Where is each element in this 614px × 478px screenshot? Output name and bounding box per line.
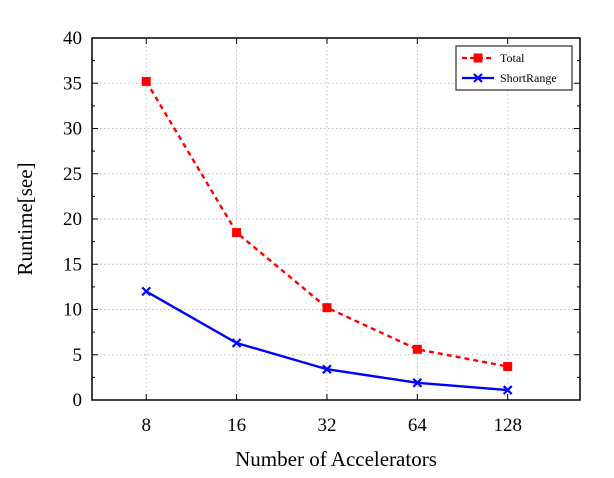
y-tick-label: 5: [73, 345, 83, 366]
data-point-x: [141, 286, 151, 297]
data-point-x: [231, 338, 242, 348]
y-axis-ticks: 0 5 10 15 20 25 30 35 40: [63, 28, 580, 411]
legend-label: ShortRange: [500, 71, 557, 85]
data-point-x: [322, 364, 332, 375]
x-axis-ticks: 8 16 32 64 128: [141, 38, 522, 436]
series-total: [141, 76, 513, 372]
data-point-square: [141, 76, 151, 86]
y-tick-label: 20: [63, 209, 82, 230]
legend-entry: Total: [462, 51, 525, 65]
x-tick-label: 8: [141, 415, 151, 436]
y-tick-label: 0: [73, 390, 83, 411]
data-point-x: [412, 378, 423, 388]
y-axis-label: Runtime[see]: [13, 162, 37, 275]
series-shortrange: [141, 286, 513, 395]
y-tick-label: 30: [63, 119, 82, 140]
legend-entry: ShortRange: [462, 71, 557, 85]
data-point-square: [473, 53, 483, 63]
x-tick-label: 128: [493, 415, 522, 436]
x-tick-label: 64: [408, 415, 428, 436]
x-tick-label: 32: [317, 415, 336, 436]
data-point-x: [473, 73, 483, 83]
data-point-square: [503, 362, 513, 372]
legend-box: [455, 45, 573, 91]
x-tick-label: 16: [227, 415, 246, 436]
series-line: [145, 80, 508, 368]
y-tick-label: 10: [63, 300, 82, 321]
x-axis-label: Number of Accelerators: [235, 447, 437, 471]
series-layer: [141, 76, 513, 395]
data-point-square: [322, 303, 332, 313]
data-point-square: [232, 228, 242, 238]
y-tick-label: 15: [63, 254, 82, 275]
data-point-square: [412, 344, 422, 354]
plot-area-frame: [91, 37, 581, 401]
legend: Total ShortRange: [455, 45, 573, 91]
legend-label: Total: [500, 51, 525, 65]
y-tick-label: 25: [63, 164, 82, 185]
grid-lines: [92, 38, 580, 400]
y-tick-label: 40: [63, 28, 82, 49]
y-tick-label: 35: [63, 73, 82, 94]
data-point-x: [502, 385, 513, 395]
